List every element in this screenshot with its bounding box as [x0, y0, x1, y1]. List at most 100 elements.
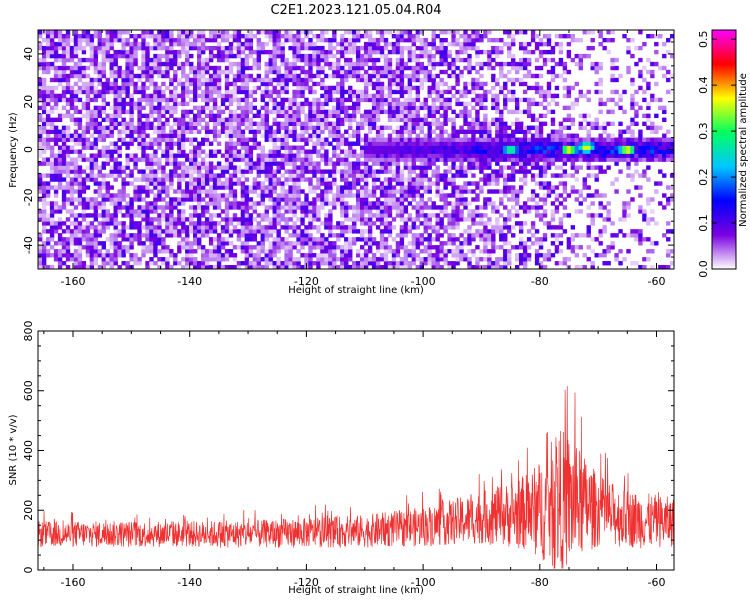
heatmap-cell	[212, 77, 218, 83]
heatmap-cell	[435, 253, 440, 258]
heatmap-cell	[236, 201, 242, 206]
heatmap-cell	[407, 125, 413, 130]
heatmap-cell	[435, 85, 440, 91]
heatmap-cell	[73, 149, 79, 154]
heatmap-cell	[443, 241, 448, 246]
heatmap-cell	[197, 65, 202, 71]
heatmap-cell	[463, 121, 468, 126]
heatmap-cell	[41, 81, 47, 87]
heatmap-cell	[169, 149, 174, 154]
heatmap-cell	[467, 249, 472, 254]
heatmap-cell	[169, 113, 174, 119]
heatmap-cell	[129, 125, 134, 130]
heatmap-cell	[208, 161, 214, 166]
heatmap-cell	[129, 225, 134, 230]
heatmap-cell	[463, 85, 468, 91]
heatmap-cell	[173, 53, 178, 59]
heatmap-cell	[483, 105, 488, 111]
heatmap-cell	[193, 165, 198, 170]
heatmap-cell	[264, 61, 269, 67]
heatmap-cell	[395, 201, 401, 206]
heatmap-cell	[185, 249, 190, 254]
heatmap-cell	[137, 205, 142, 210]
heatmap-cell	[455, 221, 460, 226]
heatmap-cell	[157, 109, 162, 115]
heatmap-cell	[57, 81, 63, 87]
heatmap-cell	[189, 137, 194, 142]
heatmap-cell	[367, 233, 373, 238]
heatmap-cell	[403, 177, 409, 182]
heatmap-cell	[419, 121, 424, 126]
heatmap-cell	[89, 201, 95, 206]
heatmap-cell	[395, 57, 401, 63]
heatmap-cell	[125, 69, 130, 75]
heatmap-cell	[483, 221, 488, 226]
heatmap-cell	[200, 117, 206, 123]
heatmap-cell	[248, 201, 254, 206]
heatmap-cell	[324, 225, 329, 230]
heatmap-cell	[73, 213, 79, 218]
heatmap-cell	[308, 209, 313, 214]
heatmap-cell	[359, 169, 365, 174]
heatmap-cell	[344, 30, 349, 35]
heatmap-cell	[197, 37, 202, 43]
heatmap-cell	[73, 229, 79, 234]
heatmap-cell	[268, 165, 273, 170]
heatmap-cell	[399, 89, 405, 95]
heatmap-cell	[153, 129, 158, 134]
heatmap-cell	[57, 45, 63, 51]
heatmap-cell	[153, 197, 158, 202]
heatmap-cell	[356, 213, 361, 218]
heatmap-cell	[252, 237, 258, 242]
heatmap-cell	[109, 30, 114, 35]
heatmap-cell	[145, 65, 150, 71]
heatmap-cell	[181, 193, 186, 198]
heatmap-cell	[403, 125, 409, 130]
heatmap-cell	[479, 121, 484, 126]
heatmap-cell	[411, 37, 417, 43]
heatmap-cell	[185, 217, 190, 222]
heatmap-cell	[77, 193, 83, 198]
heatmap-cell	[320, 45, 325, 51]
heatmap-cell	[312, 165, 317, 170]
heatmap-cell	[224, 73, 230, 79]
heatmap-cell	[177, 61, 182, 67]
heatmap-cell	[109, 237, 114, 242]
heatmap-cell	[89, 141, 95, 146]
heatmap-cell	[304, 225, 309, 230]
heatmap-cell	[61, 141, 67, 146]
heatmap-cell	[475, 101, 480, 107]
heatmap-cell	[121, 169, 126, 174]
heatmap-cell	[125, 245, 130, 250]
heatmap-cell	[113, 121, 118, 126]
heatmap-cell	[41, 121, 47, 126]
heatmap-cell	[165, 245, 170, 250]
heatmap-cell	[447, 221, 452, 226]
heatmap-cell	[189, 221, 194, 226]
heatmap-cell	[220, 57, 226, 63]
heatmap-cell	[93, 205, 99, 210]
heatmap-cell	[248, 249, 254, 254]
heatmap-cell	[471, 173, 476, 178]
heatmap-cell	[471, 65, 476, 71]
heatmap-cell	[423, 105, 428, 111]
heatmap-cell	[435, 261, 440, 266]
heatmap-cell	[193, 265, 198, 270]
heatmap-cell	[165, 45, 170, 51]
heatmap-cell	[375, 49, 381, 55]
heatmap-cell	[363, 253, 369, 258]
heatmap-cell	[244, 205, 250, 210]
heatmap-cell	[57, 233, 63, 238]
heatmap-cell	[121, 117, 126, 123]
heatmap-cell	[276, 205, 281, 210]
heatmap-cell	[200, 69, 206, 75]
heatmap-cell	[65, 169, 71, 174]
heatmap-cell	[443, 61, 448, 67]
heatmap-cell	[475, 125, 480, 130]
heatmap-cell	[85, 97, 91, 103]
heatmap-cell	[268, 61, 273, 67]
heatmap-cell	[475, 145, 480, 150]
heatmap-cell	[435, 181, 440, 186]
heatmap-cell	[312, 149, 317, 154]
heatmap-cell	[169, 30, 174, 35]
